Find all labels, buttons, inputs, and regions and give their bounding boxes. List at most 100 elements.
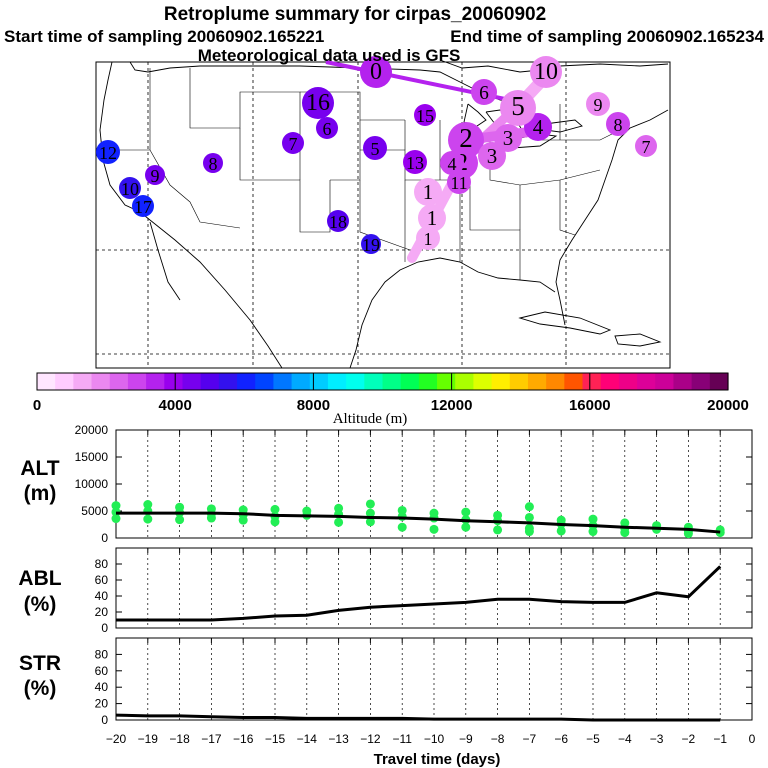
panel-ytick-label: 10000 (75, 477, 109, 491)
map-marker (119, 177, 141, 199)
alt-point (461, 507, 471, 517)
alt-point (524, 512, 534, 522)
alt-point (270, 504, 280, 514)
colorbar-swatch (273, 373, 293, 390)
map-marker (203, 153, 223, 173)
panel-ytick-label: 40 (95, 680, 109, 694)
map-marker (414, 178, 442, 206)
map-marker (282, 132, 304, 154)
map-marker-label: 16 (306, 90, 330, 116)
colorbar-swatch (291, 373, 311, 390)
map-marker-label: 10 (534, 59, 558, 85)
x-tick-label: −1 (713, 732, 727, 746)
colorbar-swatch (673, 373, 693, 390)
panel-ytick-label: 80 (95, 557, 109, 571)
x-tick-label: −11 (392, 732, 412, 746)
panel-ylabel: ABL (18, 567, 61, 590)
colorbar-tick-label: 20000 (707, 397, 749, 414)
met-data-label: Meteorological data used is GFS (198, 46, 461, 65)
panel-frame (115, 429, 753, 539)
x-tick-label: −6 (554, 732, 568, 746)
alt-point (524, 502, 534, 512)
panel-str: STR(%) 0 20 40 60 80 (19, 637, 753, 727)
colorbar-swatch (73, 373, 93, 390)
colorbar-swatch (364, 373, 384, 390)
colorbar-ticks: 0 4000 8000 12000 16000 20000 (33, 373, 749, 414)
x-tick-label: −5 (586, 732, 600, 746)
map-marker-label: 15 (416, 106, 434, 126)
panel-ytick-label: 80 (95, 647, 109, 661)
x-axis: −20 −19 −18 −17 −16 −15 −14 −13 −12 −11 −10 −9 −8 −7−… (106, 732, 756, 746)
map-marker (414, 104, 436, 126)
x-tick-label: −2 (682, 732, 696, 746)
start-time-label: Start time of sampling 20060902.165221 (4, 27, 324, 46)
x-tick-label: −16 (233, 732, 254, 746)
map-marker-label: 11 (450, 173, 467, 193)
alt-median-line (116, 511, 721, 534)
map-markers: 0111223344556677889910101112131516171819 (96, 56, 657, 255)
map-marker-label: 1 (423, 180, 434, 204)
map-marker-label: 10 (121, 179, 139, 199)
colorbar-swatch (218, 373, 238, 390)
colorbar-swatch (473, 373, 493, 390)
colorbar-tick-label: 0 (33, 397, 41, 414)
alt-point (143, 514, 153, 524)
colorbar-swatch (109, 373, 129, 390)
alt-point (461, 522, 471, 532)
map-marker (500, 90, 536, 126)
map-marker-label: 7 (289, 134, 298, 154)
panel-ytick-label: 40 (95, 589, 109, 603)
alt-point (111, 501, 121, 511)
alt-point (524, 527, 534, 537)
map-marker-label: 3 (503, 126, 514, 150)
colorbar-swatch (437, 373, 456, 390)
map-marker-label: 19 (362, 235, 380, 255)
colorbar-title: Altitude (m) (333, 411, 408, 427)
colorbar-swatch (127, 373, 147, 390)
abl-line (116, 565, 722, 622)
map-marker (586, 92, 610, 116)
panel-alt: ALT(m) 0 5000 10000 15000 20000 (20, 423, 753, 545)
map-marker-label: 17 (134, 197, 152, 217)
map-marker (302, 87, 334, 119)
colorbar-swatch (527, 373, 547, 390)
colorbar-tick-label: 16000 (569, 397, 611, 414)
x-tick-label: −7 (523, 732, 537, 746)
colorbar-swatch (182, 373, 202, 390)
map-marker (363, 136, 387, 160)
map-marker (418, 204, 446, 232)
panel-ytick-label: 60 (95, 573, 109, 587)
colorbar-swatch (237, 373, 256, 390)
map-marker-label: 3 (487, 144, 498, 168)
map-marker-label: 13 (406, 153, 424, 173)
x-tick-label: −14 (297, 732, 318, 746)
panel-ytick-label: 60 (95, 664, 109, 678)
panel-ylabel: ALT (20, 457, 59, 480)
map-marker-label: 7 (642, 137, 651, 157)
alt-point (143, 500, 153, 510)
colorbar-swatch (309, 373, 329, 390)
colorbar-tick-label: 8000 (297, 397, 330, 414)
colorbar-swatch (691, 373, 711, 390)
x-axis-label: Travel time (days) (374, 751, 501, 768)
colorbar-swatch (327, 373, 347, 390)
colorbar-swatch (509, 373, 529, 390)
colorbar-swatch (255, 373, 274, 390)
altitude-colorbar: 0 4000 8000 12000 16000 20000 Altitude (m) (33, 372, 749, 427)
colorbar-swatch (200, 373, 220, 390)
panel-ytick-label: 0 (101, 713, 108, 727)
alt-point (556, 526, 566, 536)
panel-ylabel: (%) (24, 593, 57, 616)
map-marker-label: 8 (614, 115, 623, 135)
map-marker-label: 6 (323, 119, 332, 139)
colorbar-swatch (709, 373, 729, 390)
x-tick-label: −20 (106, 732, 127, 746)
colorbar-swatch (164, 373, 184, 390)
x-tick-label: −10 (424, 732, 445, 746)
alt-point (365, 517, 375, 527)
x-tick-label: −15 (265, 732, 286, 746)
panel-ytick-label: 15000 (75, 450, 109, 464)
alt-point (238, 515, 248, 525)
alt-point (715, 528, 725, 538)
map-marker (478, 142, 506, 170)
